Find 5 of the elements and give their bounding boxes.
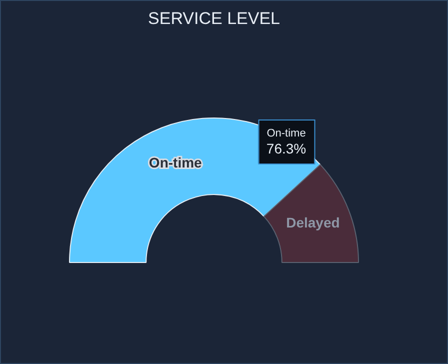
chart-title: SERVICE LEVEL [148,8,280,28]
slice-label: On-time [148,154,202,170]
slice-label: On-time [266,128,306,140]
data-label: 76.3% [266,140,306,156]
slice-label: Delayed [286,214,340,231]
